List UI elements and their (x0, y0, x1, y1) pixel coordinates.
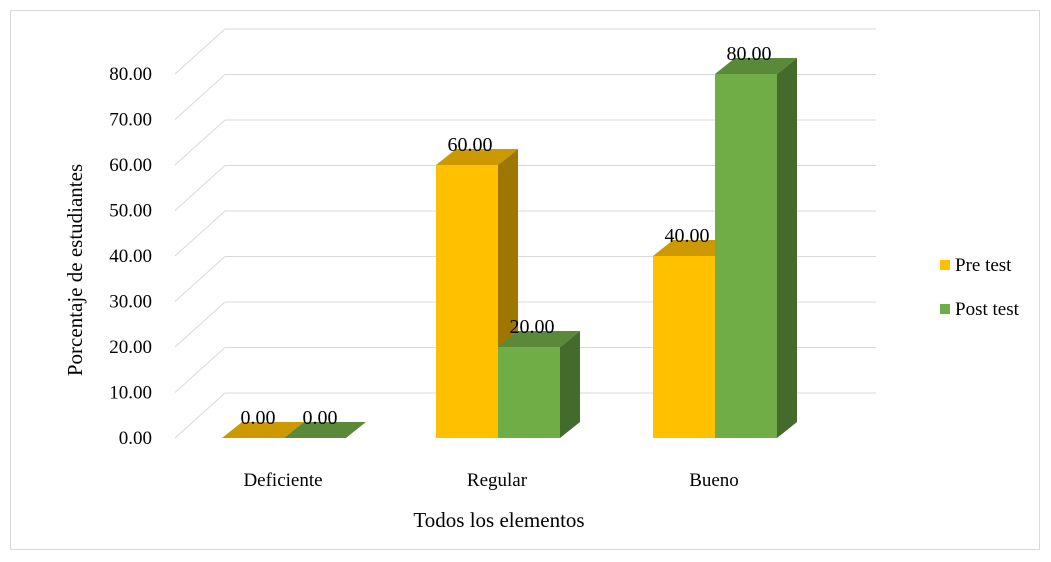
bar-bueno-post-test (715, 58, 797, 438)
bar-regular-post-test (498, 331, 580, 438)
y-tick-label: 70.00 (109, 110, 152, 131)
legend-swatch (940, 304, 950, 314)
data-labels: 0.00 0.00 60.00 20.00 40.00 80.00 (241, 43, 772, 429)
gridline-depth (174, 28, 226, 75)
bars (222, 58, 797, 438)
legend-label: Pre test (955, 255, 1012, 276)
gridline-depth (174, 210, 226, 257)
gridline-depth (174, 119, 226, 166)
chart-frame (10, 10, 1040, 550)
y-axis-ticks: 0.00 10.00 20.00 30.00 40.00 50.00 60.00 70.00 8… (109, 64, 152, 449)
y-tick-label: 10.00 (109, 383, 152, 404)
legend-swatch (940, 260, 950, 270)
data-label: 0.00 (303, 407, 338, 429)
y-tick-label: 20.00 (109, 337, 152, 358)
gridline-depth (174, 165, 226, 211)
gridline-depth (174, 256, 226, 302)
bar-deficiente-post-test (284, 422, 366, 438)
y-tick-label: 0.00 (119, 428, 152, 449)
y-axis-title: Porcentaje de estudiantes (63, 164, 87, 376)
x-tick-label: Bueno (689, 470, 739, 491)
x-axis-title: Todos los elementos (413, 508, 584, 532)
x-tick-label: Deficiente (243, 470, 322, 491)
y-tick-label: 80.00 (109, 64, 152, 85)
y-tick-label: 40.00 (109, 246, 152, 267)
x-axis-categories: Deficiente Regular Bueno (243, 470, 738, 491)
y-tick-label: 50.00 (109, 201, 152, 222)
gridline-depth (174, 301, 226, 348)
legend: Pre test Post test (940, 255, 1020, 320)
legend-label: Post test (955, 299, 1020, 320)
bar-deficiente-pre-test (222, 422, 304, 438)
data-label: 20.00 (510, 316, 555, 338)
x-tick-label: Regular (467, 470, 528, 491)
gridline-depth (174, 347, 226, 393)
y-tick-label: 60.00 (109, 155, 152, 176)
data-label: 60.00 (448, 134, 493, 156)
gridline-depth (174, 392, 226, 439)
y-tick-label: 30.00 (109, 292, 152, 313)
data-label: 80.00 (727, 43, 772, 65)
data-label: 0.00 (241, 407, 276, 429)
data-label: 40.00 (665, 225, 710, 247)
gridline-depth (174, 74, 226, 120)
